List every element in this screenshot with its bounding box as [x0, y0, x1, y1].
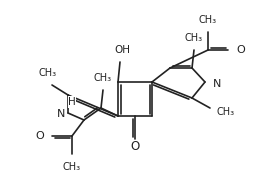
Text: CH₃: CH₃ — [63, 162, 81, 172]
Text: O: O — [35, 131, 44, 141]
Text: OH: OH — [114, 45, 130, 55]
Text: O: O — [236, 45, 245, 55]
Text: N: N — [213, 79, 221, 89]
Text: N: N — [57, 109, 65, 119]
Text: CH₃: CH₃ — [185, 33, 203, 43]
Text: CH₃: CH₃ — [39, 68, 57, 78]
Text: CH₃: CH₃ — [199, 15, 217, 25]
Text: CH₃: CH₃ — [94, 73, 112, 83]
Text: H: H — [68, 97, 76, 107]
Text: O: O — [130, 141, 140, 154]
Text: CH₃: CH₃ — [216, 107, 234, 117]
